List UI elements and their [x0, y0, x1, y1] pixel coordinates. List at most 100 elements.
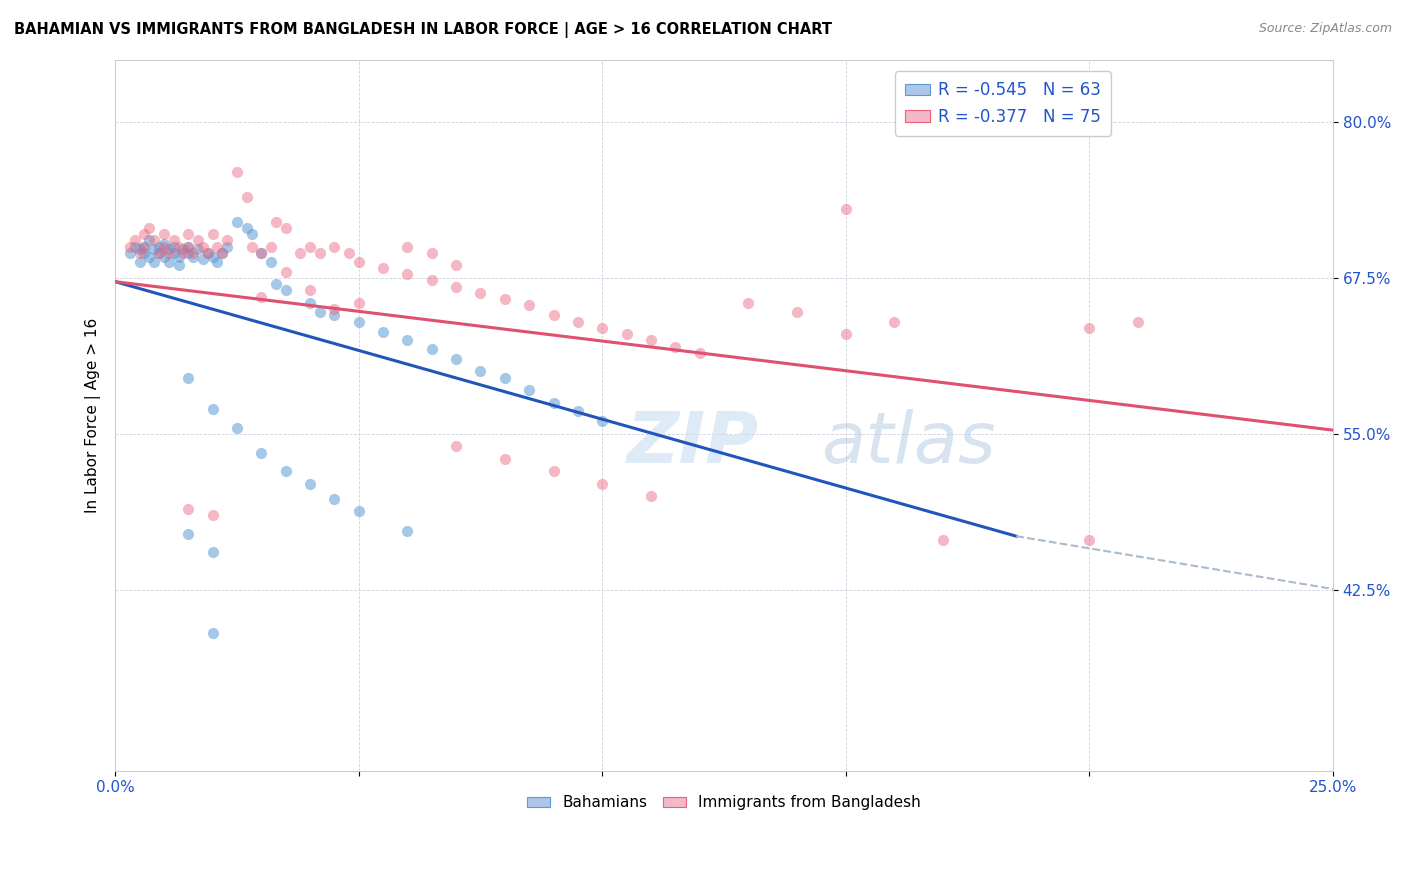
- Point: [543, 464, 565, 478]
- Point: [640, 333, 662, 347]
- Point: [444, 279, 467, 293]
- Point: [153, 250, 176, 264]
- Point: [444, 259, 467, 273]
- Point: [835, 327, 858, 342]
- Point: [124, 240, 146, 254]
- Point: [396, 524, 419, 538]
- Point: [250, 445, 273, 459]
- Point: [883, 315, 905, 329]
- Point: [148, 246, 170, 260]
- Point: [226, 215, 249, 229]
- Point: [177, 526, 200, 541]
- Point: [420, 342, 443, 356]
- Point: [157, 254, 180, 268]
- Point: [217, 240, 239, 254]
- Point: [1078, 533, 1101, 547]
- Point: [274, 221, 297, 235]
- Point: [128, 242, 150, 256]
- Point: [201, 626, 224, 640]
- Point: [543, 309, 565, 323]
- Point: [444, 439, 467, 453]
- Point: [444, 351, 467, 366]
- Point: [250, 246, 273, 260]
- Point: [323, 302, 346, 317]
- Point: [124, 234, 146, 248]
- Point: [138, 250, 160, 264]
- Point: [207, 240, 229, 254]
- Point: [323, 491, 346, 506]
- Point: [181, 250, 204, 264]
- Point: [308, 304, 330, 318]
- Point: [420, 273, 443, 287]
- Point: [260, 240, 283, 254]
- Point: [143, 254, 166, 268]
- Point: [162, 234, 184, 248]
- Point: [250, 246, 273, 260]
- Point: [323, 240, 346, 254]
- Point: [396, 333, 419, 347]
- Point: [420, 246, 443, 260]
- Point: [260, 254, 283, 268]
- Point: [298, 296, 321, 310]
- Point: [207, 254, 229, 268]
- Point: [226, 165, 249, 179]
- Point: [211, 246, 233, 260]
- Point: [298, 240, 321, 254]
- Point: [201, 508, 224, 522]
- Point: [153, 227, 176, 242]
- Point: [134, 240, 156, 254]
- Y-axis label: In Labor Force | Age > 16: In Labor Force | Age > 16: [86, 318, 101, 513]
- Point: [640, 489, 662, 503]
- Point: [371, 325, 394, 339]
- Point: [274, 265, 297, 279]
- Point: [201, 227, 224, 242]
- Point: [274, 464, 297, 478]
- Point: [138, 221, 160, 235]
- Point: [240, 227, 263, 242]
- Point: [181, 246, 204, 260]
- Point: [494, 292, 516, 306]
- Point: [191, 252, 214, 267]
- Point: [264, 215, 287, 229]
- Point: [396, 240, 419, 254]
- Point: [197, 246, 219, 260]
- Point: [591, 414, 613, 428]
- Point: [616, 327, 638, 342]
- Point: [187, 234, 209, 248]
- Point: [323, 309, 346, 323]
- Point: [347, 296, 370, 310]
- Point: [1078, 321, 1101, 335]
- Point: [591, 476, 613, 491]
- Point: [177, 240, 200, 254]
- Point: [162, 240, 184, 254]
- Point: [134, 227, 156, 242]
- Point: [290, 246, 312, 260]
- Point: [128, 246, 150, 260]
- Point: [835, 202, 858, 217]
- Point: [153, 240, 176, 254]
- Point: [201, 250, 224, 264]
- Point: [177, 240, 200, 254]
- Point: [177, 246, 200, 260]
- Point: [786, 304, 808, 318]
- Point: [201, 545, 224, 559]
- Text: atlas: atlas: [821, 409, 995, 478]
- Point: [235, 221, 257, 235]
- Point: [128, 254, 150, 268]
- Point: [470, 364, 492, 378]
- Point: [591, 321, 613, 335]
- Point: [167, 250, 190, 264]
- Point: [217, 234, 239, 248]
- Point: [664, 339, 686, 353]
- Point: [250, 290, 273, 304]
- Point: [240, 240, 263, 254]
- Point: [134, 246, 156, 260]
- Point: [134, 240, 156, 254]
- Point: [298, 284, 321, 298]
- Point: [308, 246, 330, 260]
- Text: ZIP: ZIP: [627, 409, 759, 478]
- Point: [187, 242, 209, 256]
- Point: [167, 259, 190, 273]
- Point: [737, 296, 759, 310]
- Point: [172, 242, 194, 256]
